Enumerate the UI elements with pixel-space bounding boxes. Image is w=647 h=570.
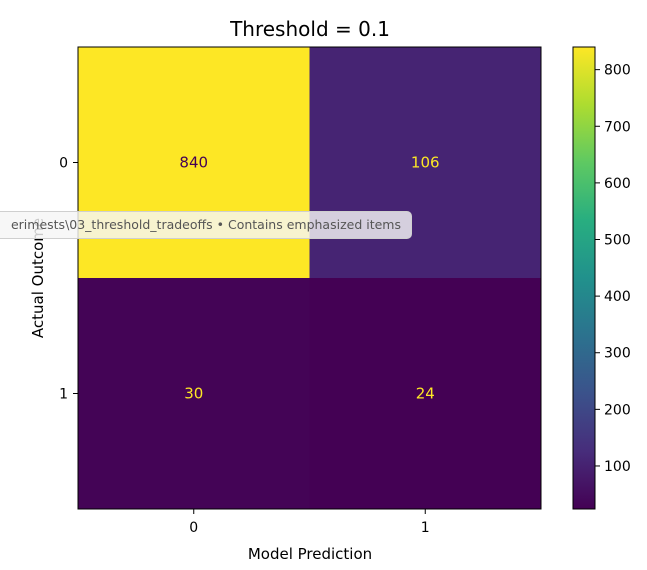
cell-value-0-0: 840 xyxy=(179,154,208,172)
chart-title: Threshold = 0.1 xyxy=(229,17,390,41)
plot-frame xyxy=(77,46,542,510)
colorbar-tick-label: 200 xyxy=(604,402,631,418)
colorbar-tick-label: 100 xyxy=(604,459,631,475)
y-axis-label: Actual Outcome xyxy=(29,218,47,338)
y-tick-label: 0 xyxy=(59,156,68,172)
cell-1-0 xyxy=(78,278,310,510)
colorbar-tick-label: 800 xyxy=(604,63,631,79)
x-tick-label: 0 xyxy=(189,520,198,536)
colorbar-tick-label: 700 xyxy=(604,119,631,135)
colorbar-tick-label: 300 xyxy=(604,346,631,362)
x-tick-label: 1 xyxy=(421,520,430,536)
cell-value-1-1: 24 xyxy=(416,385,435,403)
colorbar-tick-label: 400 xyxy=(604,289,631,305)
cell-value-0-1: 106 xyxy=(411,154,440,172)
path-tooltip: erimests\03_threshold_tradeoffs • Contai… xyxy=(0,211,412,239)
cell-value-1-0: 30 xyxy=(184,385,203,403)
colorbar-tick-label: 500 xyxy=(604,233,631,249)
x-axis-label: Model Prediction xyxy=(248,545,372,563)
colorbar xyxy=(572,46,596,510)
colorbar-tick-label: 600 xyxy=(604,176,631,192)
y-tick-label: 1 xyxy=(59,387,68,403)
cell-0-1 xyxy=(309,47,542,279)
cell-1-1 xyxy=(309,278,542,510)
cell-0-0 xyxy=(78,47,310,279)
